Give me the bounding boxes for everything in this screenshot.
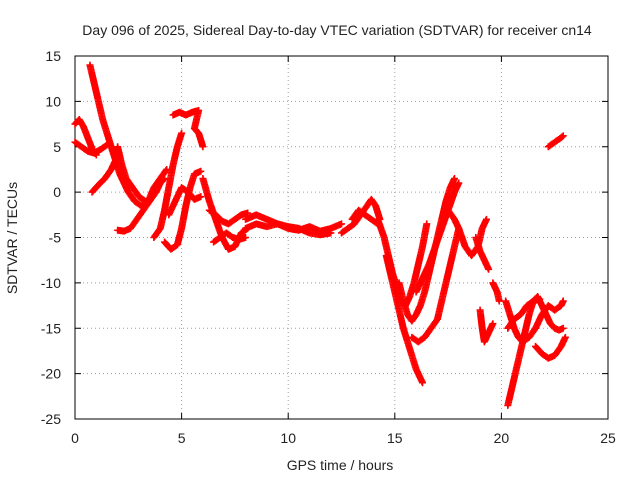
x-tick-label: 10 <box>280 430 296 446</box>
grid <box>75 56 608 419</box>
series-trace-v <box>444 206 490 260</box>
data-point <box>489 320 497 328</box>
series-trace-k <box>205 206 252 228</box>
data-point <box>161 175 169 183</box>
data-point <box>423 220 431 228</box>
data-point <box>103 141 111 149</box>
data-point <box>197 167 205 175</box>
data-point <box>92 151 100 159</box>
data-point <box>102 142 110 150</box>
series-trace-ab <box>504 295 544 332</box>
y-tick-label: 0 <box>53 184 61 200</box>
data-point <box>559 132 567 140</box>
series-trace-r <box>382 252 427 387</box>
x-tick-label: 0 <box>71 430 79 446</box>
series-trace-u <box>412 179 463 296</box>
data-point <box>536 295 544 303</box>
x-tick-label: 5 <box>178 430 186 446</box>
series-trace-p <box>348 206 382 228</box>
series-trace-t <box>408 224 463 346</box>
series-trace-i <box>169 106 207 151</box>
x-tick-label: 25 <box>600 430 616 446</box>
x-tick-label: 20 <box>494 430 510 446</box>
series-trace-x <box>489 279 503 305</box>
data-point <box>561 333 569 341</box>
y-tick-label: -20 <box>41 366 61 382</box>
data-point <box>450 175 458 183</box>
data-point <box>559 297 567 305</box>
data-point <box>558 133 566 141</box>
y-tick-label: -25 <box>41 411 61 427</box>
data-point <box>197 193 205 201</box>
series-trace-aa <box>502 297 567 346</box>
series-trace-h <box>165 184 205 219</box>
data-point <box>91 150 99 158</box>
series-trace-d <box>88 143 149 205</box>
data-points <box>71 61 569 409</box>
y-tick-label: 10 <box>45 93 61 109</box>
chart-title: Day 096 of 2025, Sidereal Day-to-day VTE… <box>82 22 592 38</box>
series-trace-c <box>71 116 100 159</box>
data-point <box>178 129 186 137</box>
axis-ticks: 0 5 10 15 20 25 -25 -20 -15 -10 -5 0 5 10 15 <box>41 48 616 446</box>
y-axis-title: SDTVAR / TECUs <box>4 182 20 294</box>
data-point <box>559 324 567 332</box>
series-trace-y <box>476 306 497 346</box>
series-trace-ad <box>544 132 567 151</box>
data-point <box>199 143 207 151</box>
series-trace-n <box>242 211 335 239</box>
series-trace-z <box>504 292 567 409</box>
data-point <box>159 176 167 184</box>
x-axis-title: GPS time / hours <box>287 457 394 473</box>
series-trace-o <box>338 195 384 237</box>
data-point <box>162 167 170 175</box>
y-tick-label: 15 <box>45 48 61 64</box>
x-tick-label: 15 <box>387 430 403 446</box>
data-point <box>338 220 345 228</box>
series-trace-s <box>395 175 458 325</box>
series-trace-w <box>472 234 493 273</box>
data-point <box>485 265 493 273</box>
y-tick-label: -5 <box>49 230 62 246</box>
series-trace-e <box>114 175 169 235</box>
data-point <box>419 379 427 387</box>
series-trace-l <box>210 229 250 246</box>
y-tick-label: -15 <box>41 320 61 336</box>
y-tick-label: 5 <box>53 139 61 155</box>
data-point <box>482 215 490 223</box>
data-point <box>242 234 250 241</box>
y-tick-label: -10 <box>41 275 61 291</box>
data-point <box>495 297 503 305</box>
data-point <box>327 229 335 237</box>
data-point <box>455 179 463 187</box>
data-point <box>140 196 148 204</box>
series-trace-f <box>150 129 186 241</box>
series-trace-ac <box>532 333 569 362</box>
